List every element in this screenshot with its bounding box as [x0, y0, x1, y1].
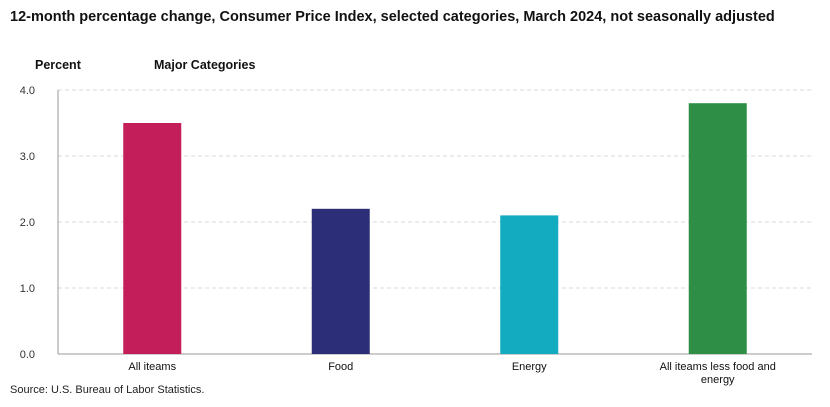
x-tick-label: Energy: [512, 361, 547, 373]
x-tick-label: Food: [328, 361, 353, 373]
y-tick-label: 0.0: [20, 349, 35, 361]
source-note: Source: U.S. Bureau of Labor Statistics.: [10, 384, 205, 396]
bar: [123, 123, 182, 354]
y-tick-label: 2.0: [20, 217, 35, 229]
bar: [500, 215, 559, 354]
chart-title: 12-month percentage change, Consumer Pri…: [10, 9, 775, 25]
y-axis-label: Percent: [35, 58, 81, 72]
x-tick-label: All iteams: [128, 361, 176, 373]
y-tick-label: 4.0: [20, 85, 35, 97]
x-tick-label: All iteams less food and energy: [660, 361, 776, 386]
bar: [688, 103, 747, 354]
category-group-label: Major Categories: [154, 58, 256, 72]
bar: [311, 208, 370, 354]
y-tick-label: 3.0: [20, 151, 35, 163]
y-tick-label: 1.0: [20, 283, 35, 295]
